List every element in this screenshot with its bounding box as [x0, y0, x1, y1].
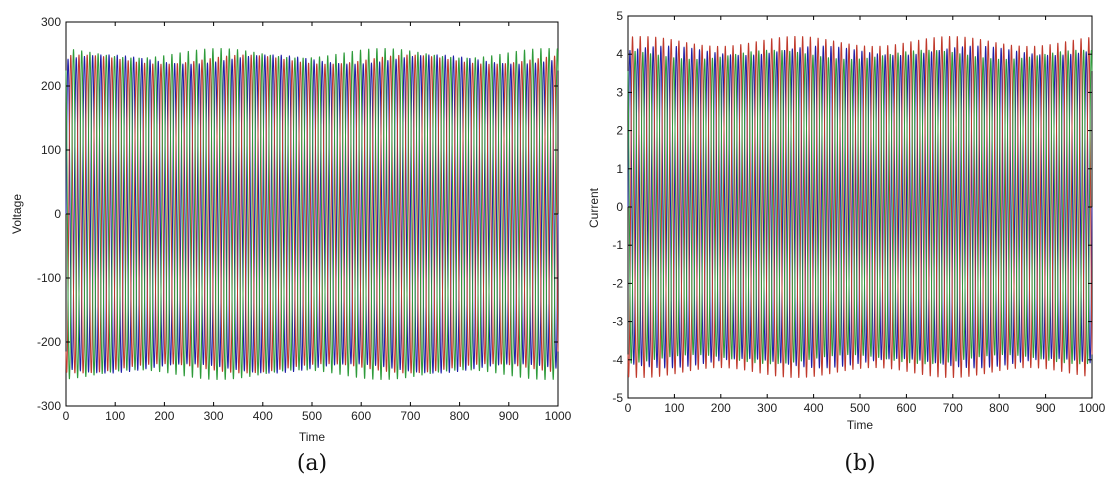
current-x-tick-label: 0	[625, 401, 632, 415]
voltage-x-tick-label: 400	[253, 409, 273, 423]
current-x-axis-label: Time	[847, 418, 874, 432]
current-y-tick-label: -3	[612, 315, 623, 329]
voltage-series-group	[65, 47, 559, 381]
voltage-y-tick-label: 0	[54, 207, 61, 221]
current-series-line-3	[627, 49, 1093, 365]
voltage-series-line-2	[65, 54, 559, 374]
voltage-x-tick-label: 300	[204, 409, 224, 423]
voltage-x-tick-label: 700	[400, 409, 420, 423]
voltage-x-tick-label: 0	[63, 409, 70, 423]
current-x-tick-label: 100	[664, 401, 684, 415]
current-caption: (b)	[844, 451, 875, 476]
current-series-group	[627, 35, 1093, 379]
current-series-line-1	[627, 45, 1093, 369]
voltage-x-tick-label: 200	[154, 409, 174, 423]
current-x-tick-label: 800	[989, 401, 1009, 415]
current-y-axis-label: Current	[587, 187, 601, 228]
current-x-tick-label: 300	[757, 401, 777, 415]
voltage-y-tick-label: -200	[37, 335, 61, 349]
voltage-y-tick-label: 300	[41, 15, 61, 29]
current-x-tick-label: 700	[943, 401, 963, 415]
current-y-tick-label: -2	[612, 276, 623, 290]
voltage-x-tick-label: 100	[105, 409, 125, 423]
voltage-y-tick-label: 200	[41, 79, 61, 93]
voltage-series-line-1	[65, 54, 559, 374]
voltage-x-tick-label: 800	[450, 409, 470, 423]
voltage-y-axis-label: Voltage	[10, 194, 24, 234]
current-series-line-2	[627, 35, 1093, 379]
current-y-tick-label: -1	[612, 238, 623, 252]
voltage-series-line-3	[65, 47, 559, 381]
current-y-tick-label: 4	[616, 47, 623, 61]
current-x-tick-label: 400	[804, 401, 824, 415]
current-y-tick-label: -4	[612, 353, 623, 367]
voltage-x-tick-label: 600	[351, 409, 371, 423]
current-x-tick-label: 500	[850, 401, 870, 415]
current-y-tick-label: 5	[616, 9, 623, 23]
current-x-tick-label: 200	[711, 401, 731, 415]
voltage-y-tick-label: -100	[37, 271, 61, 285]
current-x-tick-label: 600	[896, 401, 916, 415]
current-y-tick-label: 1	[616, 162, 623, 176]
voltage-x-tick-label: 1000	[545, 409, 572, 423]
voltage-y-ticks: 300 200 100 0 -100 -200 -300	[37, 15, 558, 413]
voltage-y-tick-label: 100	[41, 143, 61, 157]
current-x-ticks: 0 100 200 300 400 500 600 700 800 900 1000	[625, 16, 1106, 415]
current-chart: 0 100 200 300 400 500 600 700 800 900 1000 543210-…	[587, 9, 1106, 476]
current-x-tick-label: 1000	[1079, 401, 1106, 415]
voltage-caption: (a)	[297, 451, 327, 476]
current-y-tick-label: -5	[612, 391, 623, 405]
current-x-tick-label: 900	[1036, 401, 1056, 415]
voltage-y-tick-label: -300	[37, 399, 61, 413]
current-y-tick-label: 2	[616, 124, 623, 138]
voltage-x-axis-label: Time	[299, 430, 326, 444]
voltage-x-tick-label: 900	[499, 409, 519, 423]
voltage-chart: 0 100 200 300 400 500 600 700 800 900 1000 3002001…	[10, 15, 572, 476]
current-y-ticks: 5 4 3 2 1 0 -1 -2 -3 -4 -5	[612, 9, 1092, 405]
voltage-x-tick-label: 500	[302, 409, 322, 423]
current-y-tick-label: 0	[616, 200, 623, 214]
current-y-tick-label: 3	[616, 85, 623, 99]
voltage-x-ticks: 0 100 200 300 400 500 600 700 800 900 1000	[63, 22, 572, 423]
